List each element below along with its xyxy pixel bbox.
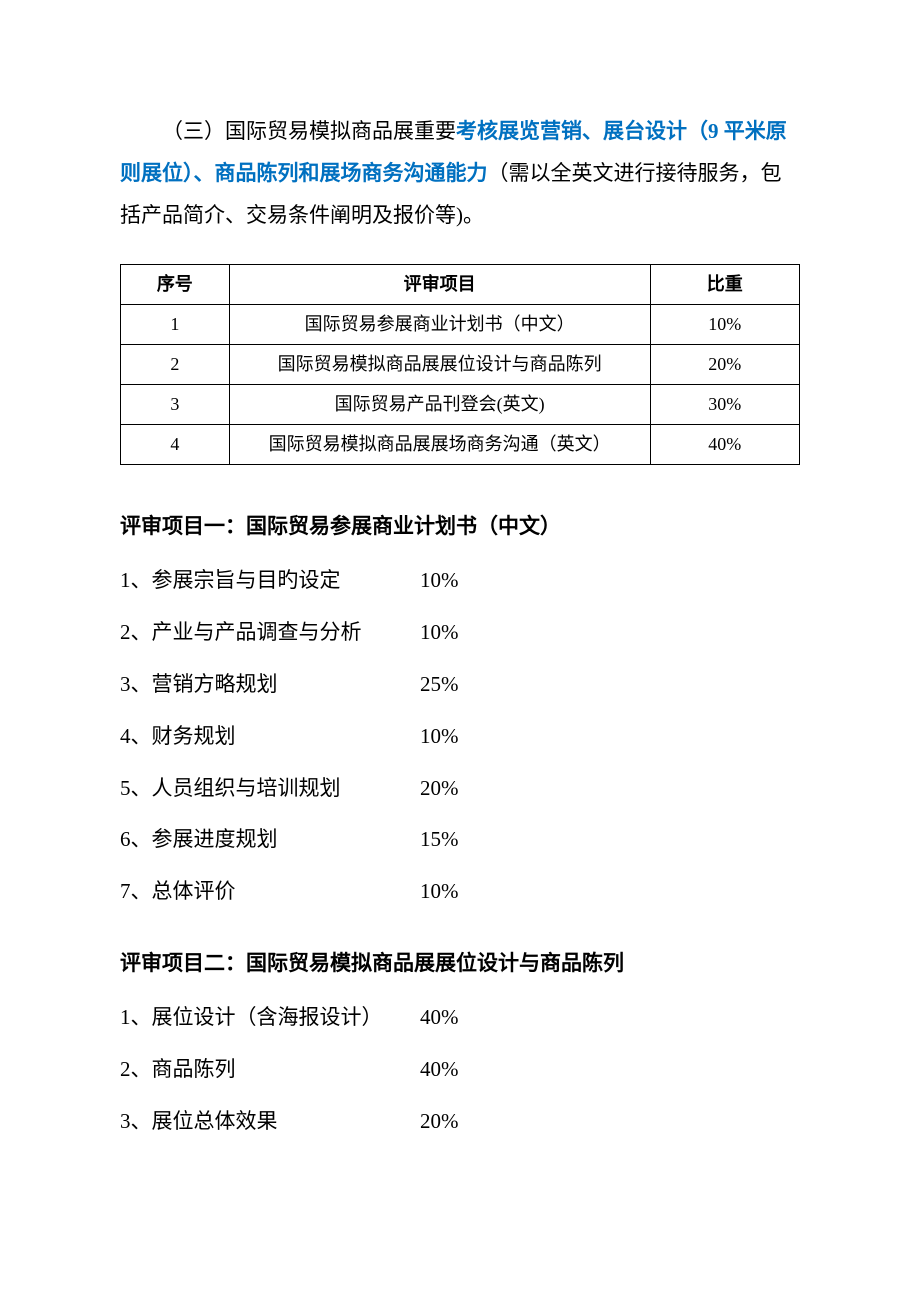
criteria-label: 7、总体评价 — [120, 872, 420, 912]
criteria-weight: 10% — [420, 717, 500, 757]
criteria-label: 1、参展宗旨与目旳设定 — [120, 561, 420, 601]
table-cell: 3 — [121, 385, 230, 425]
document-page: （三）国际贸易模拟商品展重要考核展览营销、展台设计（9 平米原则展位）、商品陈列… — [0, 0, 920, 1302]
criteria-label: 5、人员组织与培训规划 — [120, 769, 420, 809]
table-header-cell: 评审项目 — [229, 265, 650, 305]
criteria-row: 3、营销方略规划25% — [120, 665, 800, 705]
evaluation-table: 序号 评审项目 比重 1国际贸易参展商业计划书（中文）10%2国际贸易模拟商品展… — [120, 264, 800, 465]
table-cell: 国际贸易产品刊登会(英文) — [229, 385, 650, 425]
table-row: 4国际贸易模拟商品展展场商务沟通（英文）40% — [121, 425, 800, 465]
table-row: 3国际贸易产品刊登会(英文)30% — [121, 385, 800, 425]
criteria-row: 2、商品陈列40% — [120, 1050, 800, 1090]
criteria-row: 6、参展进度规划15% — [120, 820, 800, 860]
criteria-weight: 20% — [420, 1102, 500, 1142]
criteria-label: 6、参展进度规划 — [120, 820, 420, 860]
criteria-row: 7、总体评价10% — [120, 872, 800, 912]
criteria-row: 1、参展宗旨与目旳设定10% — [120, 561, 800, 601]
criteria-weight: 15% — [420, 820, 500, 860]
intro-prefix: （三）国际贸易模拟商品展重要 — [162, 119, 456, 143]
criteria-label: 2、产业与产品调查与分析 — [120, 613, 420, 653]
table-cell: 40% — [650, 425, 799, 465]
criteria-row: 5、人员组织与培训规划20% — [120, 769, 800, 809]
table-cell: 20% — [650, 345, 799, 385]
table-row: 1国际贸易参展商业计划书（中文）10% — [121, 305, 800, 345]
criteria-row: 4、财务规划10% — [120, 717, 800, 757]
criteria-row: 3、展位总体效果20% — [120, 1102, 800, 1142]
table-cell: 10% — [650, 305, 799, 345]
criteria-label: 1、展位设计（含海报设计） — [120, 998, 420, 1038]
section-title: 评审项目二：国际贸易模拟商品展展位设计与商品陈列 — [120, 942, 800, 984]
table-row: 2国际贸易模拟商品展展位设计与商品陈列20% — [121, 345, 800, 385]
criteria-label: 4、财务规划 — [120, 717, 420, 757]
criteria-weight: 40% — [420, 998, 500, 1038]
table-cell: 国际贸易参展商业计划书（中文） — [229, 305, 650, 345]
criteria-weight: 40% — [420, 1050, 500, 1090]
intro-paragraph: （三）国际贸易模拟商品展重要考核展览营销、展台设计（9 平米原则展位）、商品陈列… — [120, 110, 800, 236]
table-cell: 4 — [121, 425, 230, 465]
table-cell: 2 — [121, 345, 230, 385]
criteria-label: 2、商品陈列 — [120, 1050, 420, 1090]
criteria-row: 2、产业与产品调查与分析10% — [120, 613, 800, 653]
section-title: 评审项目一：国际贸易参展商业计划书（中文） — [120, 505, 800, 547]
criteria-weight: 25% — [420, 665, 500, 705]
criteria-row: 1、展位设计（含海报设计）40% — [120, 998, 800, 1038]
criteria-weight: 20% — [420, 769, 500, 809]
criteria-label: 3、营销方略规划 — [120, 665, 420, 705]
table-header-cell: 比重 — [650, 265, 799, 305]
section-block: 评审项目一：国际贸易参展商业计划书（中文）1、参展宗旨与目旳设定10%2、产业与… — [120, 505, 800, 912]
table-header-cell: 序号 — [121, 265, 230, 305]
criteria-weight: 10% — [420, 613, 500, 653]
criteria-weight: 10% — [420, 561, 500, 601]
table-cell: 1 — [121, 305, 230, 345]
criteria-label: 3、展位总体效果 — [120, 1102, 420, 1142]
criteria-weight: 10% — [420, 872, 500, 912]
table-cell: 国际贸易模拟商品展展位设计与商品陈列 — [229, 345, 650, 385]
section-block: 评审项目二：国际贸易模拟商品展展位设计与商品陈列 1、展位设计（含海报设计）40%… — [120, 942, 800, 1142]
table-cell: 国际贸易模拟商品展展场商务沟通（英文） — [229, 425, 650, 465]
table-cell: 30% — [650, 385, 799, 425]
table-header-row: 序号 评审项目 比重 — [121, 265, 800, 305]
